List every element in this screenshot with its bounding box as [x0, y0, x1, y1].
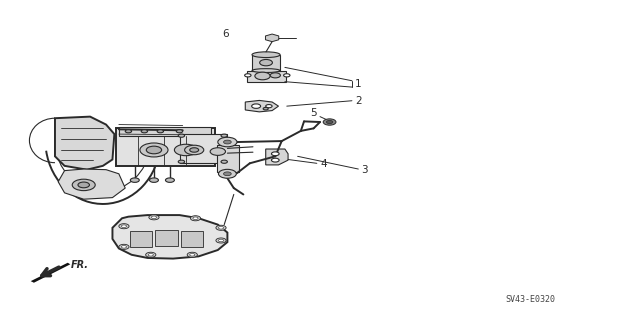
Circle shape	[178, 160, 184, 163]
Circle shape	[122, 246, 127, 248]
Circle shape	[178, 134, 184, 137]
Circle shape	[216, 238, 226, 243]
Circle shape	[221, 134, 227, 137]
Circle shape	[218, 137, 237, 147]
Circle shape	[166, 178, 174, 182]
Circle shape	[78, 182, 90, 188]
Circle shape	[119, 244, 129, 249]
Circle shape	[266, 105, 272, 108]
Text: 3: 3	[362, 165, 368, 175]
Circle shape	[190, 216, 200, 221]
Bar	[119, 127, 211, 136]
Circle shape	[271, 158, 279, 162]
Ellipse shape	[252, 69, 280, 72]
Circle shape	[146, 252, 156, 257]
Text: 6: 6	[223, 29, 229, 39]
Polygon shape	[113, 215, 227, 259]
Circle shape	[157, 130, 164, 133]
Circle shape	[152, 216, 157, 219]
Bar	[252, 55, 280, 70]
Text: SV43-E0320: SV43-E0320	[506, 295, 556, 304]
Circle shape	[189, 254, 195, 256]
Circle shape	[326, 121, 333, 123]
Circle shape	[270, 73, 280, 78]
Circle shape	[284, 74, 290, 77]
Circle shape	[189, 148, 198, 152]
Bar	[130, 231, 152, 247]
Circle shape	[252, 104, 260, 108]
Circle shape	[223, 172, 231, 176]
Circle shape	[149, 215, 159, 220]
Circle shape	[187, 252, 197, 257]
Text: 2: 2	[355, 96, 362, 106]
Bar	[216, 145, 239, 172]
Circle shape	[122, 225, 127, 227]
Circle shape	[255, 72, 270, 80]
Bar	[246, 70, 286, 82]
Circle shape	[141, 130, 148, 133]
Circle shape	[147, 146, 162, 154]
Text: 4: 4	[320, 159, 326, 169]
Circle shape	[131, 178, 140, 182]
Circle shape	[218, 169, 236, 178]
Circle shape	[119, 224, 129, 229]
Circle shape	[193, 217, 198, 219]
Circle shape	[184, 145, 204, 155]
Polygon shape	[245, 100, 278, 112]
Circle shape	[148, 254, 154, 256]
Circle shape	[263, 108, 268, 110]
Circle shape	[176, 130, 182, 133]
Text: FR.: FR.	[71, 260, 89, 270]
Circle shape	[150, 178, 159, 182]
Text: 1: 1	[355, 79, 362, 89]
Circle shape	[210, 148, 225, 155]
Bar	[156, 230, 177, 246]
Polygon shape	[31, 263, 70, 283]
Circle shape	[221, 160, 227, 163]
Circle shape	[72, 179, 95, 191]
Polygon shape	[58, 169, 125, 199]
Bar	[180, 231, 203, 247]
Circle shape	[216, 225, 226, 230]
Polygon shape	[55, 117, 115, 170]
Circle shape	[260, 59, 273, 66]
Circle shape	[218, 226, 223, 229]
Circle shape	[271, 152, 279, 156]
Circle shape	[125, 130, 132, 133]
Text: 5: 5	[310, 108, 317, 118]
Circle shape	[268, 36, 276, 40]
Circle shape	[244, 74, 251, 77]
Bar	[179, 134, 227, 163]
Circle shape	[323, 119, 336, 125]
Circle shape	[218, 239, 223, 242]
Circle shape	[223, 140, 231, 144]
Ellipse shape	[252, 52, 280, 57]
Bar	[116, 128, 214, 166]
Circle shape	[140, 143, 168, 157]
Circle shape	[174, 144, 197, 156]
Polygon shape	[266, 149, 288, 165]
